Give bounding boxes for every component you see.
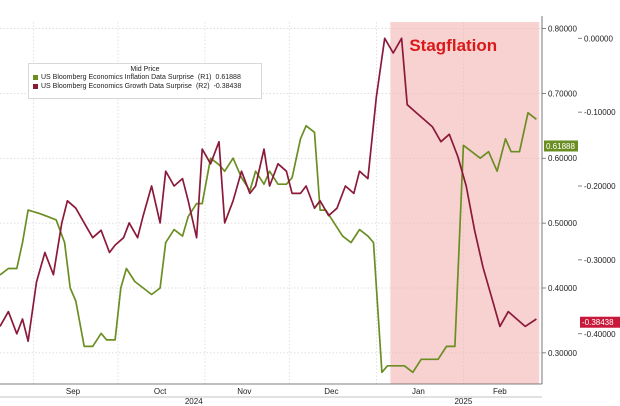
series-line-inflation <box>0 111 537 374</box>
legend-axis-inflation: (R1) <box>197 74 212 81</box>
r1-tick-label-0: 0.80000 <box>548 24 577 33</box>
legend-swatch-growth <box>33 84 38 89</box>
legend-title: Mid Price <box>130 66 160 73</box>
legend-entry-inflation: US Bloomberg Economics Inflation Data Su… <box>29 73 261 82</box>
legend-axis-growth: (R2) <box>195 83 210 90</box>
inflation-value-text: 0.61888 <box>546 142 575 151</box>
legend-entry-growth: US Bloomberg Economics Growth Data Surpr… <box>29 82 261 91</box>
r2-tick-label-4: -0.40000 <box>584 330 616 339</box>
x-tick-label-2: Nov <box>237 387 251 396</box>
year-label-1: 2025 <box>454 397 472 406</box>
legend-swatch-inflation <box>33 75 38 80</box>
x-tick-label-1: Oct <box>154 387 167 396</box>
growth-value-text: -0.38438 <box>582 318 614 327</box>
r1-tick-label-3: 0.50000 <box>548 219 577 228</box>
x-tick-label-4: Jan <box>412 387 425 396</box>
r2-tick-labels: 0.00000 -0.10000 -0.20000 -0.30000 -0.40000 <box>578 34 616 339</box>
r1-tick-label-4: 0.40000 <box>548 284 577 293</box>
series-line-growth <box>0 37 537 343</box>
stagflation-region <box>390 22 540 384</box>
x-tick-label-0: Sep <box>66 387 81 396</box>
r2-tick-label-1: -0.10000 <box>584 108 616 117</box>
r2-tick-label-0: 0.00000 <box>584 34 613 43</box>
growth-value-badge <box>580 316 620 328</box>
r1-tick-label-5: 0.30000 <box>548 349 577 358</box>
x-tick-label-5: Feb <box>493 387 507 396</box>
stagflation-annotation: Stagflation <box>409 36 497 55</box>
x-tick-labels: Sep Oct Nov Dec Jan Feb 2024 2025 <box>66 387 507 406</box>
legend-value-growth: -0.38438 <box>213 83 242 90</box>
last-value-badges: 0.61888 -0.38438 <box>544 140 620 328</box>
r1-tick-labels: 0.80000 0.70000 0.60000 0.50000 0.40000 0.300… <box>542 24 577 358</box>
r1-tick-label-1: 0.70000 <box>548 89 577 98</box>
series-lines <box>0 37 537 374</box>
legend-value-inflation: 0.61888 <box>215 74 241 81</box>
legend: Mid Price US Bloomberg Economics Inflati… <box>28 63 262 99</box>
r2-tick-label-2: -0.20000 <box>584 182 616 191</box>
x-tick-label-3: Dec <box>324 387 338 396</box>
inflation-value-badge <box>544 140 578 152</box>
legend-name-growth: US Bloomberg Economics Growth Data Surpr… <box>41 83 192 90</box>
r1-tick-label-2: 0.60000 <box>548 154 577 163</box>
year-label-0: 2024 <box>185 397 203 406</box>
legend-name-inflation: US Bloomberg Economics Inflation Data Su… <box>41 74 194 81</box>
axes <box>0 16 543 398</box>
r2-tick-label-3: -0.30000 <box>584 256 616 265</box>
